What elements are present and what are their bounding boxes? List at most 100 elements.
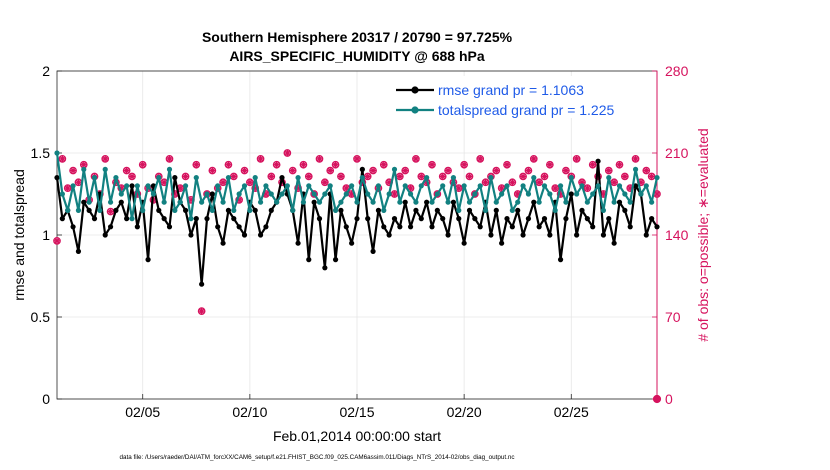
obs-evaluated-stroke (316, 156, 323, 162)
obs-evaluated-marker (417, 173, 425, 180)
obs-evaluated-stroke (477, 156, 484, 162)
series-point-rmse (606, 216, 612, 222)
obs-evaluated-marker (316, 155, 323, 163)
obs-evaluated-marker (476, 155, 484, 163)
series-point-rmse (279, 175, 285, 181)
legend-rmse-marker (411, 86, 419, 94)
obs-evaluated-marker (428, 161, 436, 169)
series-point-rmse (413, 207, 419, 213)
obs-evaluated-marker (530, 155, 538, 163)
series-point-totalspread (654, 175, 660, 181)
series-point-rmse (75, 248, 82, 254)
series-point-totalspread (231, 207, 237, 213)
obs-evaluated-stroke (397, 173, 403, 180)
series-point-rmse (493, 207, 499, 213)
obs-evaluated-stroke (54, 238, 60, 244)
obs-evaluated-stroke (563, 167, 569, 174)
obs-evaluated-marker (364, 173, 372, 180)
series-point-totalspread (622, 191, 628, 197)
series-point-rmse (407, 224, 414, 230)
obs-evaluated-stroke (611, 179, 617, 186)
obs-evaluated-stroke (220, 179, 226, 186)
obs-evaluated-stroke (509, 179, 516, 186)
series-point-rmse (188, 232, 194, 238)
series-point-rmse (445, 232, 451, 238)
y-right-tick-label: 280 (665, 63, 689, 79)
series-point-totalspread (611, 199, 617, 205)
obs-evaluated-marker (241, 167, 248, 174)
series-point-totalspread (375, 183, 382, 189)
obs-evaluated-marker (632, 155, 639, 163)
obs-evaluated-marker (246, 178, 254, 186)
series-point-totalspread (440, 183, 446, 189)
series-point-rmse (263, 224, 269, 230)
obs-evaluated-stroke (305, 173, 312, 180)
obs-evaluated-marker (412, 155, 420, 163)
series-point-rmse (531, 199, 537, 205)
obs-evaluated-stroke (584, 185, 591, 191)
series-point-totalspread (81, 166, 87, 172)
obs-evaluated-stroke (455, 185, 462, 191)
series-point-rmse (113, 207, 119, 213)
obs-evaluated-marker (503, 161, 511, 169)
obs-evaluated-stroke (193, 161, 200, 168)
series-point-totalspread (75, 207, 82, 213)
obs-evaluated-marker (123, 167, 131, 174)
obs-evaluated-stroke (482, 179, 489, 186)
series-point-totalspread (520, 183, 526, 189)
obs-evaluated-stroke (552, 185, 559, 191)
obs-evaluated-marker (139, 161, 147, 169)
obs-evaluated-stroke (182, 173, 189, 180)
series-point-rmse (568, 191, 574, 197)
x-tick-label: 02/15 (339, 404, 374, 420)
obs-evaluated-marker (353, 155, 361, 163)
series-point-totalspread (466, 199, 473, 205)
series-point-rmse (365, 216, 371, 222)
series-point-rmse (182, 207, 189, 213)
obs-evaluated-stroke (284, 150, 291, 156)
obs-evaluated-marker (460, 161, 468, 169)
series-point-totalspread (477, 183, 483, 189)
series-point-rmse (424, 199, 430, 205)
obs-evaluated-stroke (418, 173, 425, 180)
obs-evaluated-marker (273, 161, 281, 169)
series-point-rmse (257, 232, 264, 238)
series-point-totalspread (499, 191, 505, 197)
obs-evaluated-stroke (225, 161, 232, 168)
obs-evaluated-marker (101, 155, 109, 163)
obs-evaluated-marker (396, 173, 404, 180)
series-point-rmse (295, 240, 301, 246)
y-axis-left-label: rmse and totalspread (11, 169, 27, 301)
series-point-rmse (611, 240, 617, 246)
x-tick-label: 02/10 (232, 404, 267, 420)
series-point-rmse (590, 224, 596, 230)
series-point-totalspread (166, 166, 173, 172)
series-point-rmse (536, 224, 542, 230)
series-point-totalspread (525, 191, 532, 197)
series-point-totalspread (102, 166, 108, 172)
obs-evaluated-marker (337, 173, 345, 180)
series-point-rmse (649, 216, 655, 222)
series-point-rmse (488, 232, 494, 238)
obs-evaluated-marker (369, 167, 377, 174)
obs-evaluated-marker (267, 173, 275, 180)
series-point-totalspread (199, 199, 205, 205)
series-point-totalspread (54, 150, 60, 156)
series-point-rmse (509, 224, 515, 230)
obs-evaluated-marker (466, 173, 473, 180)
series-point-totalspread (311, 191, 317, 197)
series-point-rmse (466, 207, 473, 213)
obs-evaluated-marker (225, 161, 232, 169)
series-point-totalspread (263, 183, 269, 189)
obs-evaluated-stroke (654, 191, 660, 197)
series-point-totalspread (86, 199, 92, 205)
obs-evaluated-marker (219, 178, 227, 186)
series-point-totalspread (204, 191, 210, 197)
obs-evaluated-marker (589, 161, 597, 169)
series-point-totalspread (145, 183, 151, 189)
series-point-totalspread (541, 183, 548, 189)
series-point-rmse (359, 166, 365, 172)
series-point-totalspread (552, 207, 558, 213)
series-point-rmse (541, 216, 548, 222)
obs-evaluated-stroke (177, 185, 184, 191)
